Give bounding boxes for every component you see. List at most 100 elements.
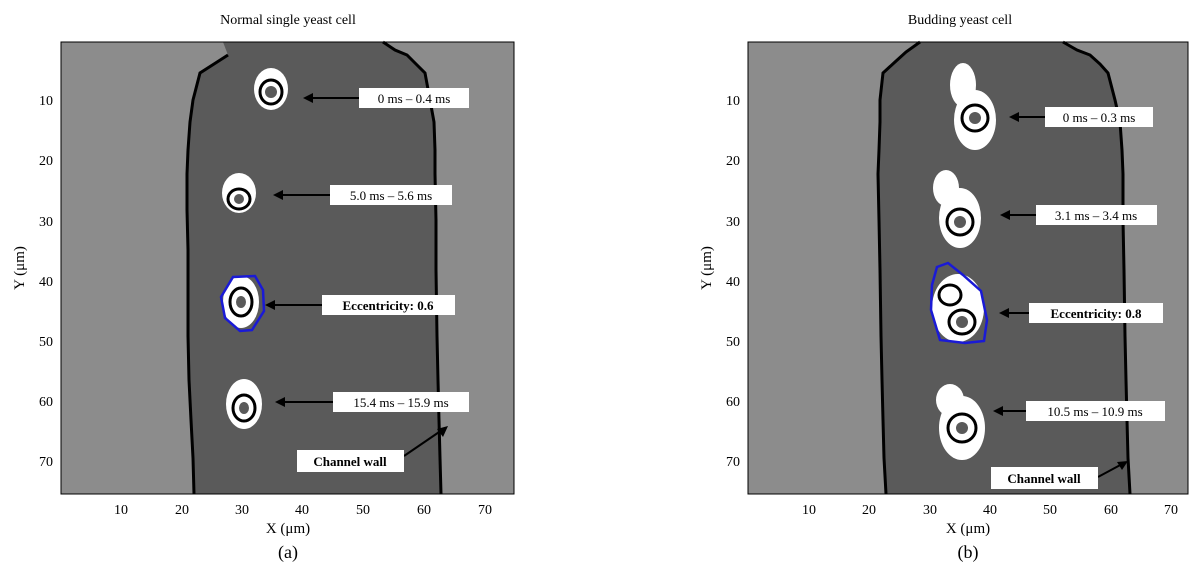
panel-b-caption: (b) [958,542,979,563]
panel-a-annotation-5-label: Channel wall [313,454,387,469]
panel-b-x-label: X (μm) [946,521,990,537]
y-tick: 50 [726,335,740,350]
panel-a-annotation-4-label: 15.4 ms – 15.9 ms [353,395,448,410]
x-tick: 70 [1164,503,1178,518]
cell-core [956,422,968,434]
panel-b-cell-4 [936,384,985,460]
y-tick: 10 [39,94,53,109]
x-tick: 30 [235,503,249,518]
panel-b-annotation-5: Channel wall [991,461,1128,489]
panel-a-plot-area: 0 ms – 0.4 ms 5.0 ms – 5.6 ms Eccentrici… [60,40,515,495]
cell-core [265,86,277,98]
y-tick: 30 [726,215,740,230]
x-tick: 50 [1043,503,1057,518]
cell-dark-ring [960,103,990,133]
panel-b-y-ticks: 10 20 30 40 50 60 70 [726,94,740,470]
y-tick: 70 [39,455,53,470]
panel-b-axes-frame [747,41,1189,495]
panel-b-annotation-5-label: Channel wall [1007,471,1081,486]
cell-core [236,296,246,308]
panel-a-channel-region [187,42,442,494]
cell-dark-ring [947,308,977,336]
x-tick: 30 [923,503,937,518]
panel-a-title: Normal single yeast cell [220,13,356,28]
x-tick: 10 [802,503,816,518]
y-tick: 60 [726,395,740,410]
panel-b-cell-1 [950,63,996,150]
cell-core [234,194,244,204]
x-tick: 60 [417,503,431,518]
cell-dark-ring [946,412,978,444]
cell-dark-ring [226,187,252,211]
y-tick: 20 [726,154,740,169]
panel-b: Budding yeast cell [699,13,1189,563]
panel-b-annotation-1-label: 0 ms – 0.3 ms [1063,110,1136,125]
x-tick: 20 [862,503,876,518]
cell-core [956,316,968,328]
cell-white [222,173,256,213]
panel-a-cell-2 [222,173,256,213]
panel-b-channel-wall-left [876,40,921,495]
panel-a-caption: (a) [278,542,298,563]
panel-a-annotation-1: 0 ms – 0.4 ms [303,88,469,108]
y-tick: 60 [39,395,53,410]
cell-core [239,402,249,414]
panel-a: Normal single yeast cell [12,13,515,563]
y-tick: 30 [39,215,53,230]
panel-a-cell-1 [254,68,288,110]
panel-b-channel-region [878,42,1130,494]
panel-b-channel-wall-right [1062,40,1132,495]
y-tick: 50 [39,335,53,350]
panel-b-eccentricity-contour [929,261,989,345]
y-tick: 70 [726,455,740,470]
cell-dark-ring [258,78,284,106]
panel-b-annotation-4: 10.5 ms – 10.9 ms [993,401,1165,421]
panel-a-channel-wall-left [185,53,229,495]
cell-dark-ring [228,286,254,318]
panel-a-annotation-2: 5.0 ms – 5.6 ms [273,185,452,205]
panel-a-annotation-2-label: 5.0 ms – 5.6 ms [350,188,432,203]
y-tick: 40 [39,275,53,290]
panel-b-annotation-4-label: 10.5 ms – 10.9 ms [1047,404,1142,419]
panel-b-annotation-2-label: 3.1 ms – 3.4 ms [1055,208,1137,223]
cell-white [932,274,984,342]
panel-b-title: Budding yeast cell [908,13,1012,28]
panel-b-x-ticks: 10 20 30 40 50 60 70 [802,503,1178,518]
x-tick: 40 [983,503,997,518]
x-tick: 60 [1104,503,1118,518]
x-tick: 20 [175,503,189,518]
panel-a-x-label: X (μm) [266,521,310,537]
panel-b-annotation-3-label: Eccentricity: 0.8 [1051,306,1142,321]
panel-b-annotation-2: 3.1 ms – 3.4 ms [1000,205,1157,225]
panel-a-annotation-4: 15.4 ms – 15.9 ms [275,392,469,412]
x-tick: 70 [478,503,492,518]
panel-a-cell-4 [226,379,262,429]
cell-dark-ring [937,283,963,307]
panel-a-annotation-5: Channel wall [297,426,448,472]
x-tick: 40 [295,503,309,518]
panel-a-annotation-1-label: 0 ms – 0.4 ms [378,91,451,106]
panel-b-annotation-1: 0 ms – 0.3 ms [1009,107,1153,127]
y-tick: 10 [726,94,740,109]
panel-a-cell-3 [219,274,266,333]
panel-b-annotation-3: Eccentricity: 0.8 [999,303,1163,323]
panel-a-y-ticks: 10 20 30 40 50 60 70 [39,94,53,470]
panel-a-annotation-3-label: Eccentricity: 0.6 [343,298,434,313]
cell-core [969,112,981,124]
y-tick: 40 [726,275,740,290]
panel-a-x-ticks: 10 20 30 40 50 60 70 [114,503,492,518]
panel-b-plot-area: 0 ms – 0.3 ms 3.1 ms – 3.4 ms Eccentrici… [747,40,1189,495]
x-tick: 10 [114,503,128,518]
panel-b-cell-3 [929,261,989,345]
panel-a-annotation-3: Eccentricity: 0.6 [265,295,455,315]
panel-b-cell-2 [933,170,981,248]
panel-a-axes-frame [60,41,515,495]
panel-a-y-label: Y (μm) [12,246,28,290]
cell-dark-ring [231,393,257,423]
y-tick: 20 [39,154,53,169]
cell-core [954,216,966,228]
x-tick: 50 [356,503,370,518]
panel-b-y-label: Y (μm) [699,246,715,290]
panel-a-eccentricity-contour [219,274,266,333]
